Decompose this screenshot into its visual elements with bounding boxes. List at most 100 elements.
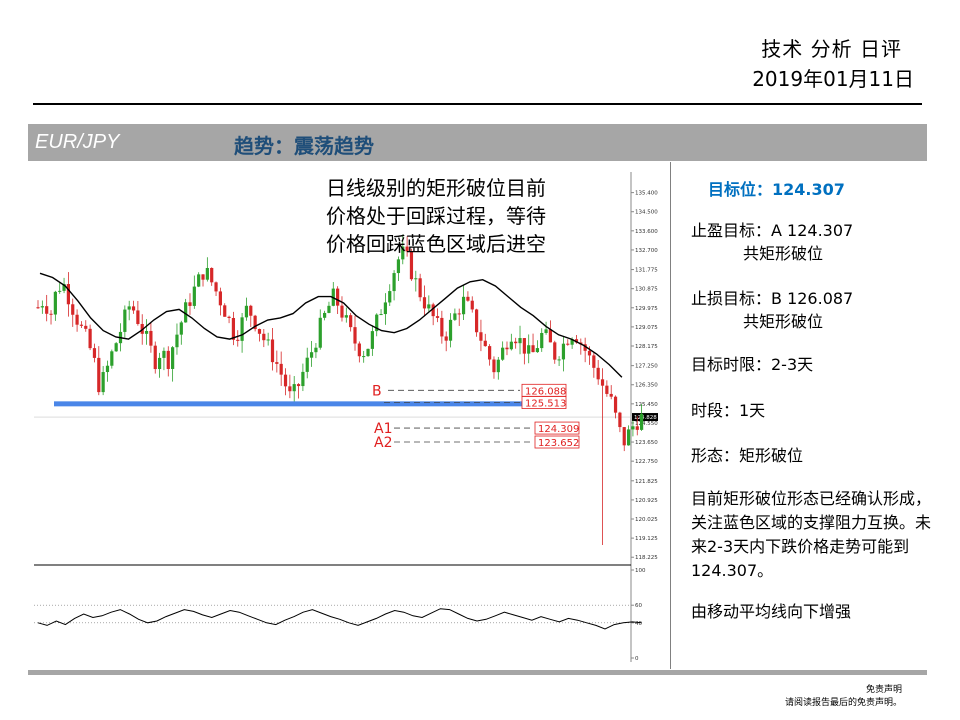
candle-body [184, 302, 188, 323]
candle-body [353, 327, 357, 344]
candle-body [279, 363, 283, 375]
candle-body [288, 386, 292, 392]
level-name: A2 [374, 435, 392, 451]
candle-body [566, 343, 570, 345]
candle-body [548, 329, 553, 343]
take-profit-label: 止盈目标：A 124.307 [691, 221, 854, 240]
candle-body [197, 274, 201, 287]
price-tick-label: 118.225 [635, 555, 658, 561]
candle-body [375, 314, 379, 332]
candle-body [553, 342, 557, 360]
candle-body [157, 357, 162, 370]
candle-body [522, 338, 526, 354]
candle-body [236, 339, 240, 341]
candle-body [53, 291, 57, 315]
candle-body [153, 345, 157, 370]
level-price-box [534, 435, 580, 449]
candle-body [201, 274, 205, 280]
candle-body [149, 330, 153, 346]
candle-body [600, 379, 605, 386]
candle-body [474, 309, 479, 333]
candle-body [505, 347, 509, 350]
candle-body [75, 314, 79, 325]
candle-body [574, 339, 579, 343]
candle-body [422, 297, 427, 309]
candle-body [366, 348, 370, 357]
rsi-tick-label: 100 [635, 568, 646, 574]
candle-body [370, 331, 374, 349]
panel-separator [670, 162, 671, 669]
candle-body [40, 306, 44, 308]
candle-body [570, 339, 574, 345]
moving-average-line [39, 272, 623, 378]
candle-body [210, 267, 214, 283]
price-tick-label: 126.350 [635, 383, 658, 389]
price-tick-label: 121.825 [635, 479, 658, 485]
candle-body [635, 426, 639, 430]
candle-body [110, 351, 114, 366]
stop-loss-label: 止损目标：B 126.087 [691, 289, 854, 308]
bottom-rule [28, 670, 927, 675]
candle-body [45, 306, 49, 314]
candle-body [323, 312, 327, 318]
candle-body [362, 356, 366, 358]
rsi-tick-label: 40 [635, 621, 642, 627]
chart-panel: 135.400 134.500 133.600 132.700 131.775 130.8… [28, 162, 671, 669]
level-name: A1 [374, 421, 392, 437]
price-tick-label: 130.875 [635, 287, 658, 293]
candle-body [179, 322, 183, 335]
candle-body [349, 315, 353, 328]
candle-body [409, 251, 414, 280]
candle-body [427, 304, 431, 309]
disclaimer-title: 免责声明 [865, 685, 902, 695]
candle-body [218, 291, 222, 306]
candle-body [531, 345, 535, 353]
chart-annotation: 日线级别的矩形破位目前 价格处于回踩过程，等待 价格回踩蓝色区域后进空 [326, 174, 606, 258]
candle-body [418, 278, 422, 298]
level-price-label: 125.513 [525, 399, 566, 410]
rsi-line [37, 608, 642, 630]
candle-body [62, 284, 66, 291]
candle-body [166, 350, 170, 369]
candle-body [344, 315, 348, 318]
candle-body [457, 313, 461, 315]
level-name: B [372, 383, 382, 399]
candle-body [401, 246, 405, 260]
candle-body [561, 343, 566, 360]
candle-body [396, 259, 401, 274]
candle-body [357, 343, 361, 357]
candle-body [266, 339, 270, 341]
candle-body [92, 348, 97, 358]
candle-body [583, 344, 587, 351]
current-price-label: 124.828 [634, 415, 657, 421]
candle-body [488, 346, 492, 360]
candle-body [609, 393, 613, 397]
price-tick-label: 134.500 [635, 210, 658, 216]
candle-body [240, 317, 244, 341]
candle-body [309, 352, 314, 358]
candle-body [231, 317, 236, 340]
candle-body [175, 334, 179, 348]
candle-body [270, 339, 275, 363]
price-tick-label: 127.250 [635, 364, 658, 370]
candle-body [479, 332, 483, 341]
candle-body [440, 317, 444, 337]
price-tick-label: 122.750 [635, 459, 658, 465]
current-price-box [632, 413, 658, 422]
candle-body [105, 365, 110, 373]
target-level: 目标位：124.307 [708, 180, 845, 199]
disclaimer: 免责声明 请阅读报告最后的免责声明。 [785, 684, 902, 710]
price-tick-label: 123.650 [635, 440, 658, 446]
candle-body [249, 305, 253, 316]
title-band: EUR/JPY 趋势：震荡趋势 [28, 124, 927, 161]
candle-body [205, 267, 209, 280]
price-tick-label: 119.125 [635, 536, 658, 542]
candle-body [448, 319, 453, 341]
candle-body [383, 302, 387, 315]
candle-body [461, 296, 466, 315]
level-price-box [521, 396, 567, 409]
candle-body [336, 288, 340, 306]
currency-pair: EUR/JPY [35, 131, 120, 153]
annotation-line-2: 价格处于回踩过程，等待 [326, 204, 546, 228]
candle-body [314, 347, 318, 353]
